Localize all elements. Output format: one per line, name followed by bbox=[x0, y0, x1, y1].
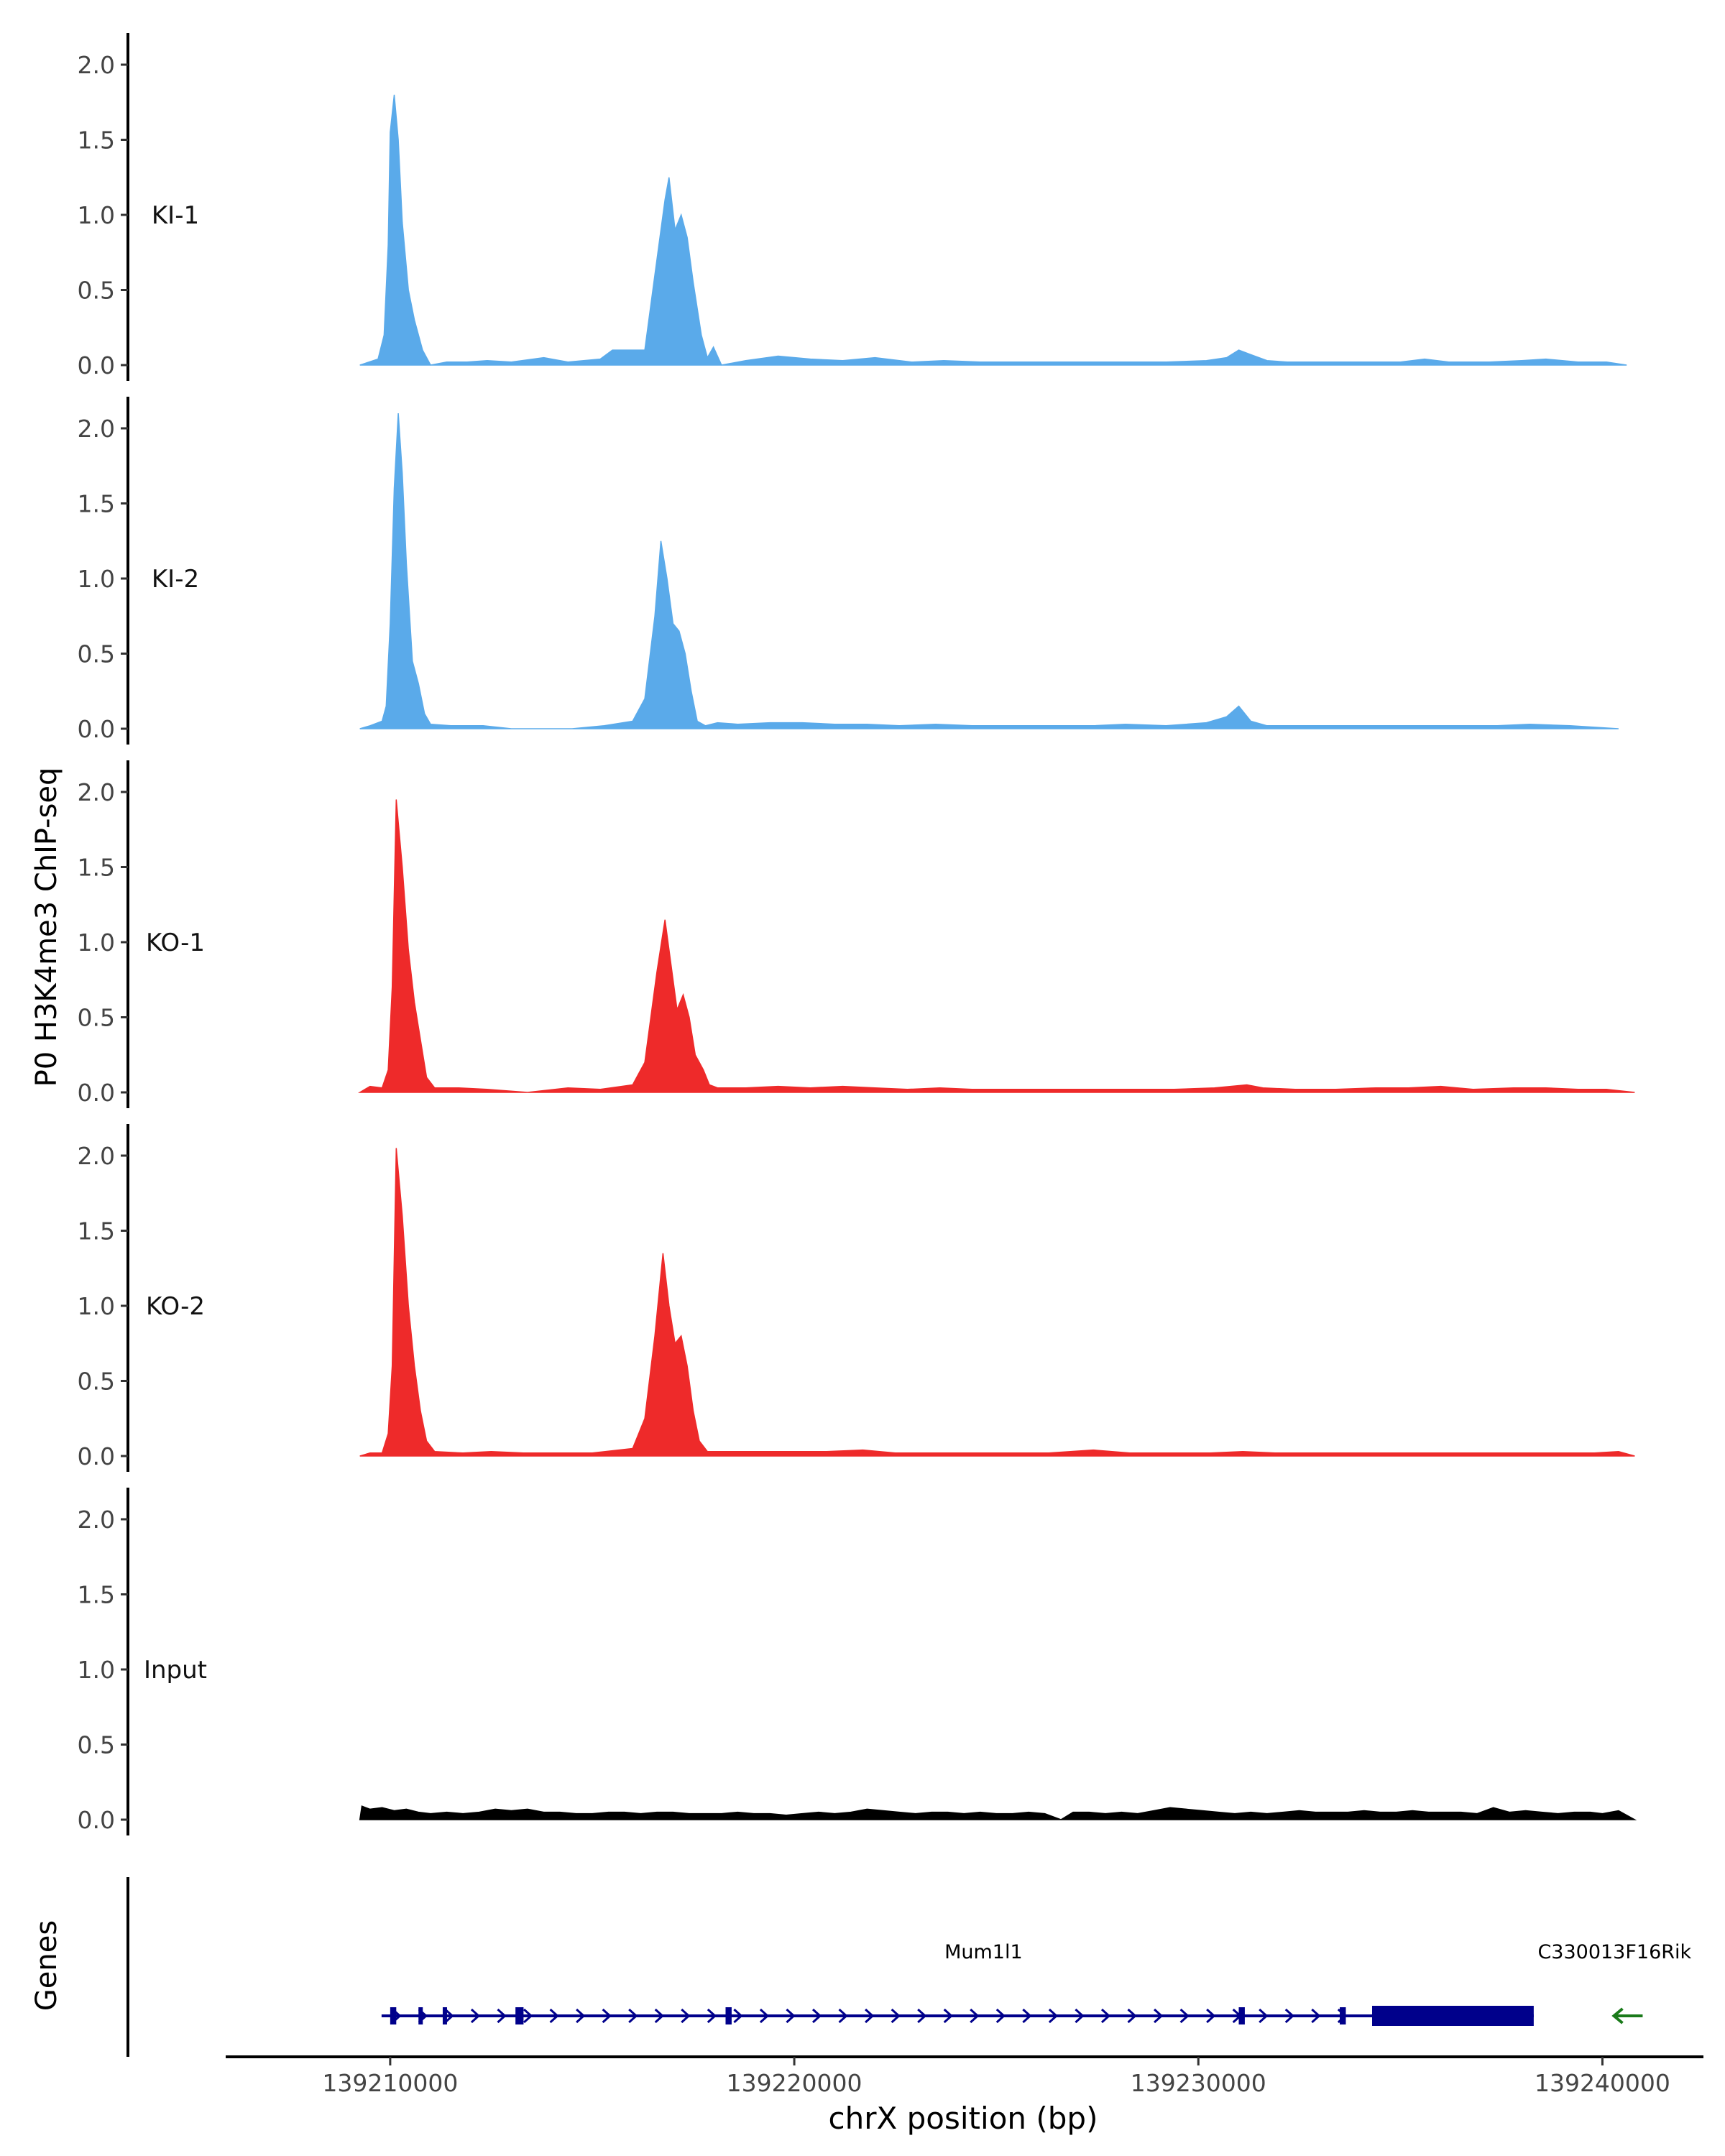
track-label: KO-2 bbox=[146, 1292, 205, 1321]
y-tick-label: 1.0 bbox=[78, 201, 115, 229]
strand-chevron bbox=[917, 2008, 927, 2024]
strand-chevron bbox=[891, 2008, 901, 2024]
strand-chevron bbox=[681, 2008, 691, 2024]
y-tick-label: 1.5 bbox=[78, 490, 115, 518]
track-ko-2: 0.0 0.5 1.0 1.5 2.0 KO-2 bbox=[78, 1124, 1635, 1472]
track-label: Input bbox=[144, 1656, 207, 1685]
y-tick-label: 0.5 bbox=[78, 277, 115, 305]
exon bbox=[1340, 2007, 1346, 2024]
track-ko-1: 0.0 0.5 1.0 1.5 2.0 KO-1 bbox=[78, 760, 1635, 1108]
exon bbox=[390, 2007, 397, 2024]
y-tick-label: 2.0 bbox=[78, 1506, 115, 1534]
strand-chevron bbox=[733, 2008, 743, 2024]
y-tick-label: 2.0 bbox=[78, 778, 115, 806]
y-axis-label: P0 H3K4me3 ChIP-seq bbox=[30, 768, 63, 1087]
strand-chevron bbox=[1100, 2008, 1111, 2024]
y-tick-label: 0.0 bbox=[78, 715, 115, 743]
gene-name-mum1l1: Mum1l1 bbox=[944, 1941, 1023, 1963]
y-tick-label: 1.5 bbox=[78, 126, 115, 155]
y-tick-label: 0.0 bbox=[78, 1806, 115, 1834]
coverage-tracks: 0.00.51.01.52.0KI-10.00.51.01.52.0KI-20.… bbox=[78, 33, 1637, 1835]
y-tick-label: 0.5 bbox=[78, 640, 115, 668]
y-tick-label: 0.5 bbox=[78, 1004, 115, 1032]
strand-chevron bbox=[1206, 2008, 1216, 2024]
x-axis-label: chrX position (bp) bbox=[829, 2101, 1098, 2136]
x-axis: 139210000 139220000 139230000 139240000 bbox=[226, 2055, 1703, 2097]
strand-chevron bbox=[1127, 2008, 1137, 2024]
track-ki-1: 0.0 0.5 1.0 1.5 2.0 KI-1 bbox=[78, 33, 1627, 381]
y-tick-label: 2.0 bbox=[78, 1142, 115, 1170]
exon bbox=[442, 2007, 447, 2024]
y-tick-label: 1.0 bbox=[78, 929, 115, 957]
y-tick-label: 2.0 bbox=[78, 51, 115, 79]
track-input: 0.0 0.5 1.0 1.5 2.0 Input bbox=[78, 1488, 1637, 1835]
strand-chevron bbox=[602, 2008, 612, 2024]
strand-chevron bbox=[995, 2008, 1006, 2024]
gene-track: Mum1l1 C330013F16Rik bbox=[126, 1877, 1692, 2057]
strand-chevron bbox=[654, 2008, 664, 2024]
exon bbox=[725, 2007, 732, 2024]
gene-name-c330013f16rik: C330013F16Rik bbox=[1537, 1941, 1691, 1963]
coverage-area bbox=[359, 1148, 1635, 1457]
track-label: KI-2 bbox=[152, 565, 199, 594]
strand-chevron bbox=[865, 2008, 875, 2024]
y-tick-label: 0.0 bbox=[78, 1442, 115, 1470]
y-tick-label: 2.0 bbox=[78, 415, 115, 443]
y-tick-label: 0.0 bbox=[78, 351, 115, 379]
coverage-area bbox=[357, 799, 1635, 1093]
y-tick-label: 1.5 bbox=[78, 1581, 115, 1609]
strand-chevron bbox=[1022, 2008, 1032, 2024]
strand-chevron bbox=[497, 2008, 507, 2024]
strand-chevron bbox=[1311, 2008, 1321, 2024]
y-tick-label: 1.0 bbox=[78, 1656, 115, 1684]
strand-chevron bbox=[811, 2008, 822, 2024]
exon bbox=[1372, 2006, 1534, 2026]
strand-chevron bbox=[838, 2008, 848, 2024]
track-label: KO-1 bbox=[146, 929, 205, 957]
track-ki-2: 0.0 0.5 1.0 1.5 2.0 KI-2 bbox=[78, 397, 1619, 745]
exon bbox=[515, 2007, 524, 2024]
strand-chevron bbox=[1048, 2008, 1059, 2024]
strand-chevron bbox=[707, 2008, 717, 2024]
coverage-area bbox=[359, 94, 1627, 366]
y-tick-label: 1.0 bbox=[78, 565, 115, 593]
x-tick-label: 139220000 bbox=[727, 2069, 862, 2097]
coverage-area bbox=[359, 1805, 1637, 1820]
x-tick-label: 139240000 bbox=[1535, 2069, 1670, 2097]
strand-chevron bbox=[1179, 2008, 1190, 2024]
genes-track-label: Genes bbox=[30, 1920, 63, 2011]
track-label: KI-1 bbox=[152, 201, 199, 230]
strand-chevron bbox=[470, 2008, 481, 2024]
strand-chevron bbox=[628, 2008, 638, 2024]
reverse-strand-arrow-head bbox=[1611, 2007, 1624, 2024]
exon bbox=[418, 2007, 423, 2024]
y-tick-label: 0.5 bbox=[78, 1731, 115, 1759]
strand-chevron bbox=[549, 2008, 559, 2024]
strand-chevron bbox=[1075, 2008, 1085, 2024]
strand-chevron bbox=[943, 2008, 953, 2024]
coverage-area bbox=[359, 413, 1619, 729]
strand-chevron bbox=[576, 2008, 586, 2024]
x-tick-label: 139210000 bbox=[322, 2069, 458, 2097]
strand-chevron bbox=[1259, 2008, 1269, 2024]
x-tick-label: 139230000 bbox=[1131, 2069, 1266, 2097]
strand-chevron bbox=[444, 2008, 454, 2024]
strand-chevron bbox=[970, 2008, 980, 2024]
exon bbox=[1238, 2007, 1245, 2024]
y-tick-label: 1.5 bbox=[78, 854, 115, 882]
strand-chevron bbox=[1154, 2008, 1164, 2024]
y-tick-label: 0.5 bbox=[78, 1368, 115, 1396]
strand-chevron bbox=[523, 2008, 533, 2024]
strand-chevron bbox=[1284, 2008, 1294, 2024]
y-tick-label: 1.5 bbox=[78, 1217, 115, 1245]
strand-chevron bbox=[786, 2008, 796, 2024]
strand-chevron bbox=[759, 2008, 770, 2024]
y-tick-label: 1.0 bbox=[78, 1292, 115, 1320]
y-tick-label: 0.0 bbox=[78, 1079, 115, 1107]
